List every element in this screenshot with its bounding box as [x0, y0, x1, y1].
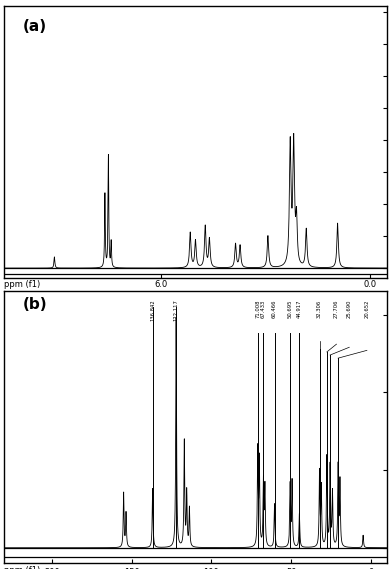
Text: 27.706: 27.706 — [334, 299, 339, 318]
Text: 32.306: 32.306 — [317, 299, 322, 318]
Text: 60.466: 60.466 — [272, 299, 277, 318]
Text: 25.690: 25.690 — [347, 299, 352, 318]
Text: 50.695: 50.695 — [288, 299, 293, 318]
Text: 122.117: 122.117 — [174, 299, 179, 321]
Text: (b): (b) — [23, 297, 48, 312]
Text: ppm (f1): ppm (f1) — [4, 566, 40, 569]
Text: 20.652: 20.652 — [364, 299, 369, 318]
Text: (a): (a) — [23, 19, 47, 34]
Text: 136.842: 136.842 — [150, 299, 155, 321]
Text: 71.008: 71.008 — [255, 299, 260, 318]
Text: 67.433: 67.433 — [261, 299, 266, 318]
Text: ppm (f1): ppm (f1) — [4, 281, 40, 290]
Text: 44.917: 44.917 — [297, 299, 302, 318]
